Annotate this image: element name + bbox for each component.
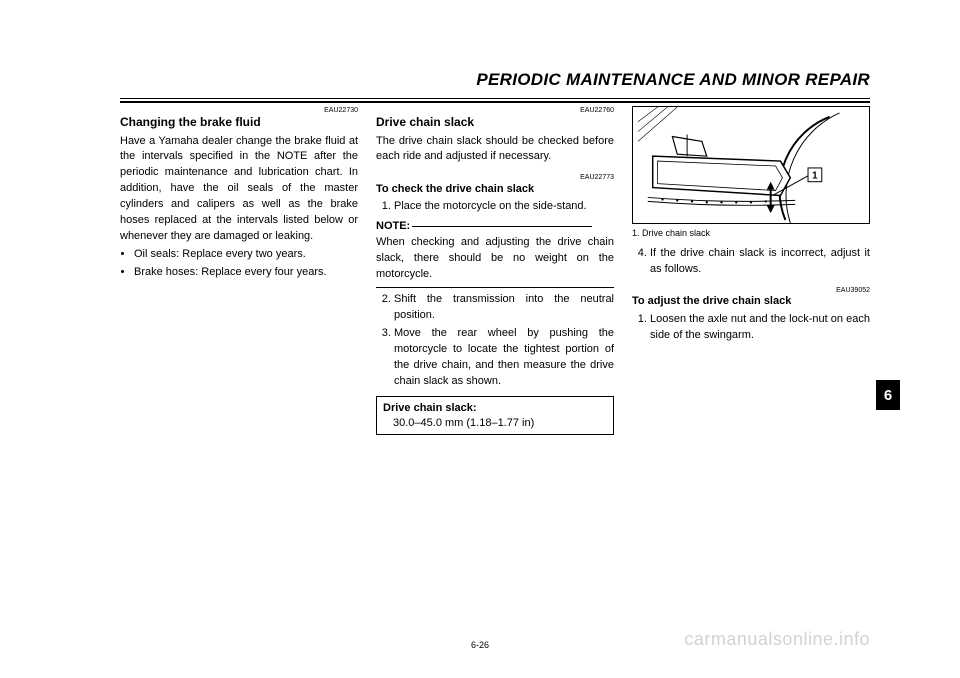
motorcycle-swingarm-svg: 1: [633, 107, 869, 223]
note-line: NOTE:: [376, 219, 614, 235]
list-item: If the drive chain slack is incorrect, a…: [650, 246, 870, 278]
list-item: Place the motorcycle on the side-stand.: [394, 199, 614, 215]
section-heading: Changing the brake fluid: [120, 114, 358, 131]
divider: [376, 287, 614, 288]
ordered-steps: Shift the transmission into the neutral …: [376, 292, 614, 390]
chapter-tab: 6: [876, 380, 900, 410]
svg-text:1: 1: [812, 171, 818, 182]
spec-value: 30.0–45.0 mm (1.18–1.77 in): [383, 416, 607, 431]
list-item: Oil seals: Replace every two years.: [134, 247, 358, 263]
sub-heading: To adjust the drive chain slack: [632, 294, 870, 310]
ordered-steps: Loosen the axle nut and the lock-nut on …: [632, 312, 870, 344]
ordered-steps: If the drive chain slack is incorrect, a…: [632, 246, 870, 278]
watermark: carmanualsonline.info: [684, 629, 870, 650]
list-item: Loosen the axle nut and the lock-nut on …: [650, 312, 870, 344]
spec-box: Drive chain slack: 30.0–45.0 mm (1.18–1.…: [376, 396, 614, 436]
section-heading: Drive chain slack: [376, 114, 614, 131]
list-item: Shift the transmission into the neutral …: [394, 292, 614, 324]
page-title: PERIODIC MAINTENANCE AND MINOR REPAIR: [120, 70, 870, 90]
column-1: EAU22730 Changing the brake fluid Have a…: [120, 106, 358, 435]
ordered-steps: Place the motorcycle on the side-stand.: [376, 199, 614, 215]
body-paragraph: Have a Yamaha dealer change the brake fl…: [120, 134, 358, 246]
column-2: EAU22760 Drive chain slack The drive cha…: [376, 106, 614, 435]
sub-heading: To check the drive chain slack: [376, 182, 614, 198]
note-text: When checking and adjusting the drive ch…: [376, 235, 614, 283]
figure-caption: 1. Drive chain slack: [632, 227, 870, 240]
manual-page: PERIODIC MAINTENANCE AND MINOR REPAIR EA…: [0, 0, 960, 678]
header-rule: [120, 98, 870, 103]
list-item: Brake hoses: Replace every four years.: [134, 265, 358, 281]
column-3: 1 1. Drive chain slack If the drive chai…: [632, 106, 870, 435]
list-item: Move the rear wheel by pushing the motor…: [394, 326, 614, 390]
note-label: NOTE:: [376, 220, 410, 232]
content-columns: EAU22730 Changing the brake fluid Have a…: [120, 106, 870, 435]
page-number: 6-26: [471, 640, 489, 650]
note-rule: [412, 226, 592, 227]
drive-chain-illustration: 1: [632, 106, 870, 224]
body-paragraph: The drive chain slack should be checked …: [376, 134, 614, 166]
spec-label: Drive chain slack:: [383, 401, 607, 416]
bullet-list: Oil seals: Replace every two years. Brak…: [120, 247, 358, 281]
